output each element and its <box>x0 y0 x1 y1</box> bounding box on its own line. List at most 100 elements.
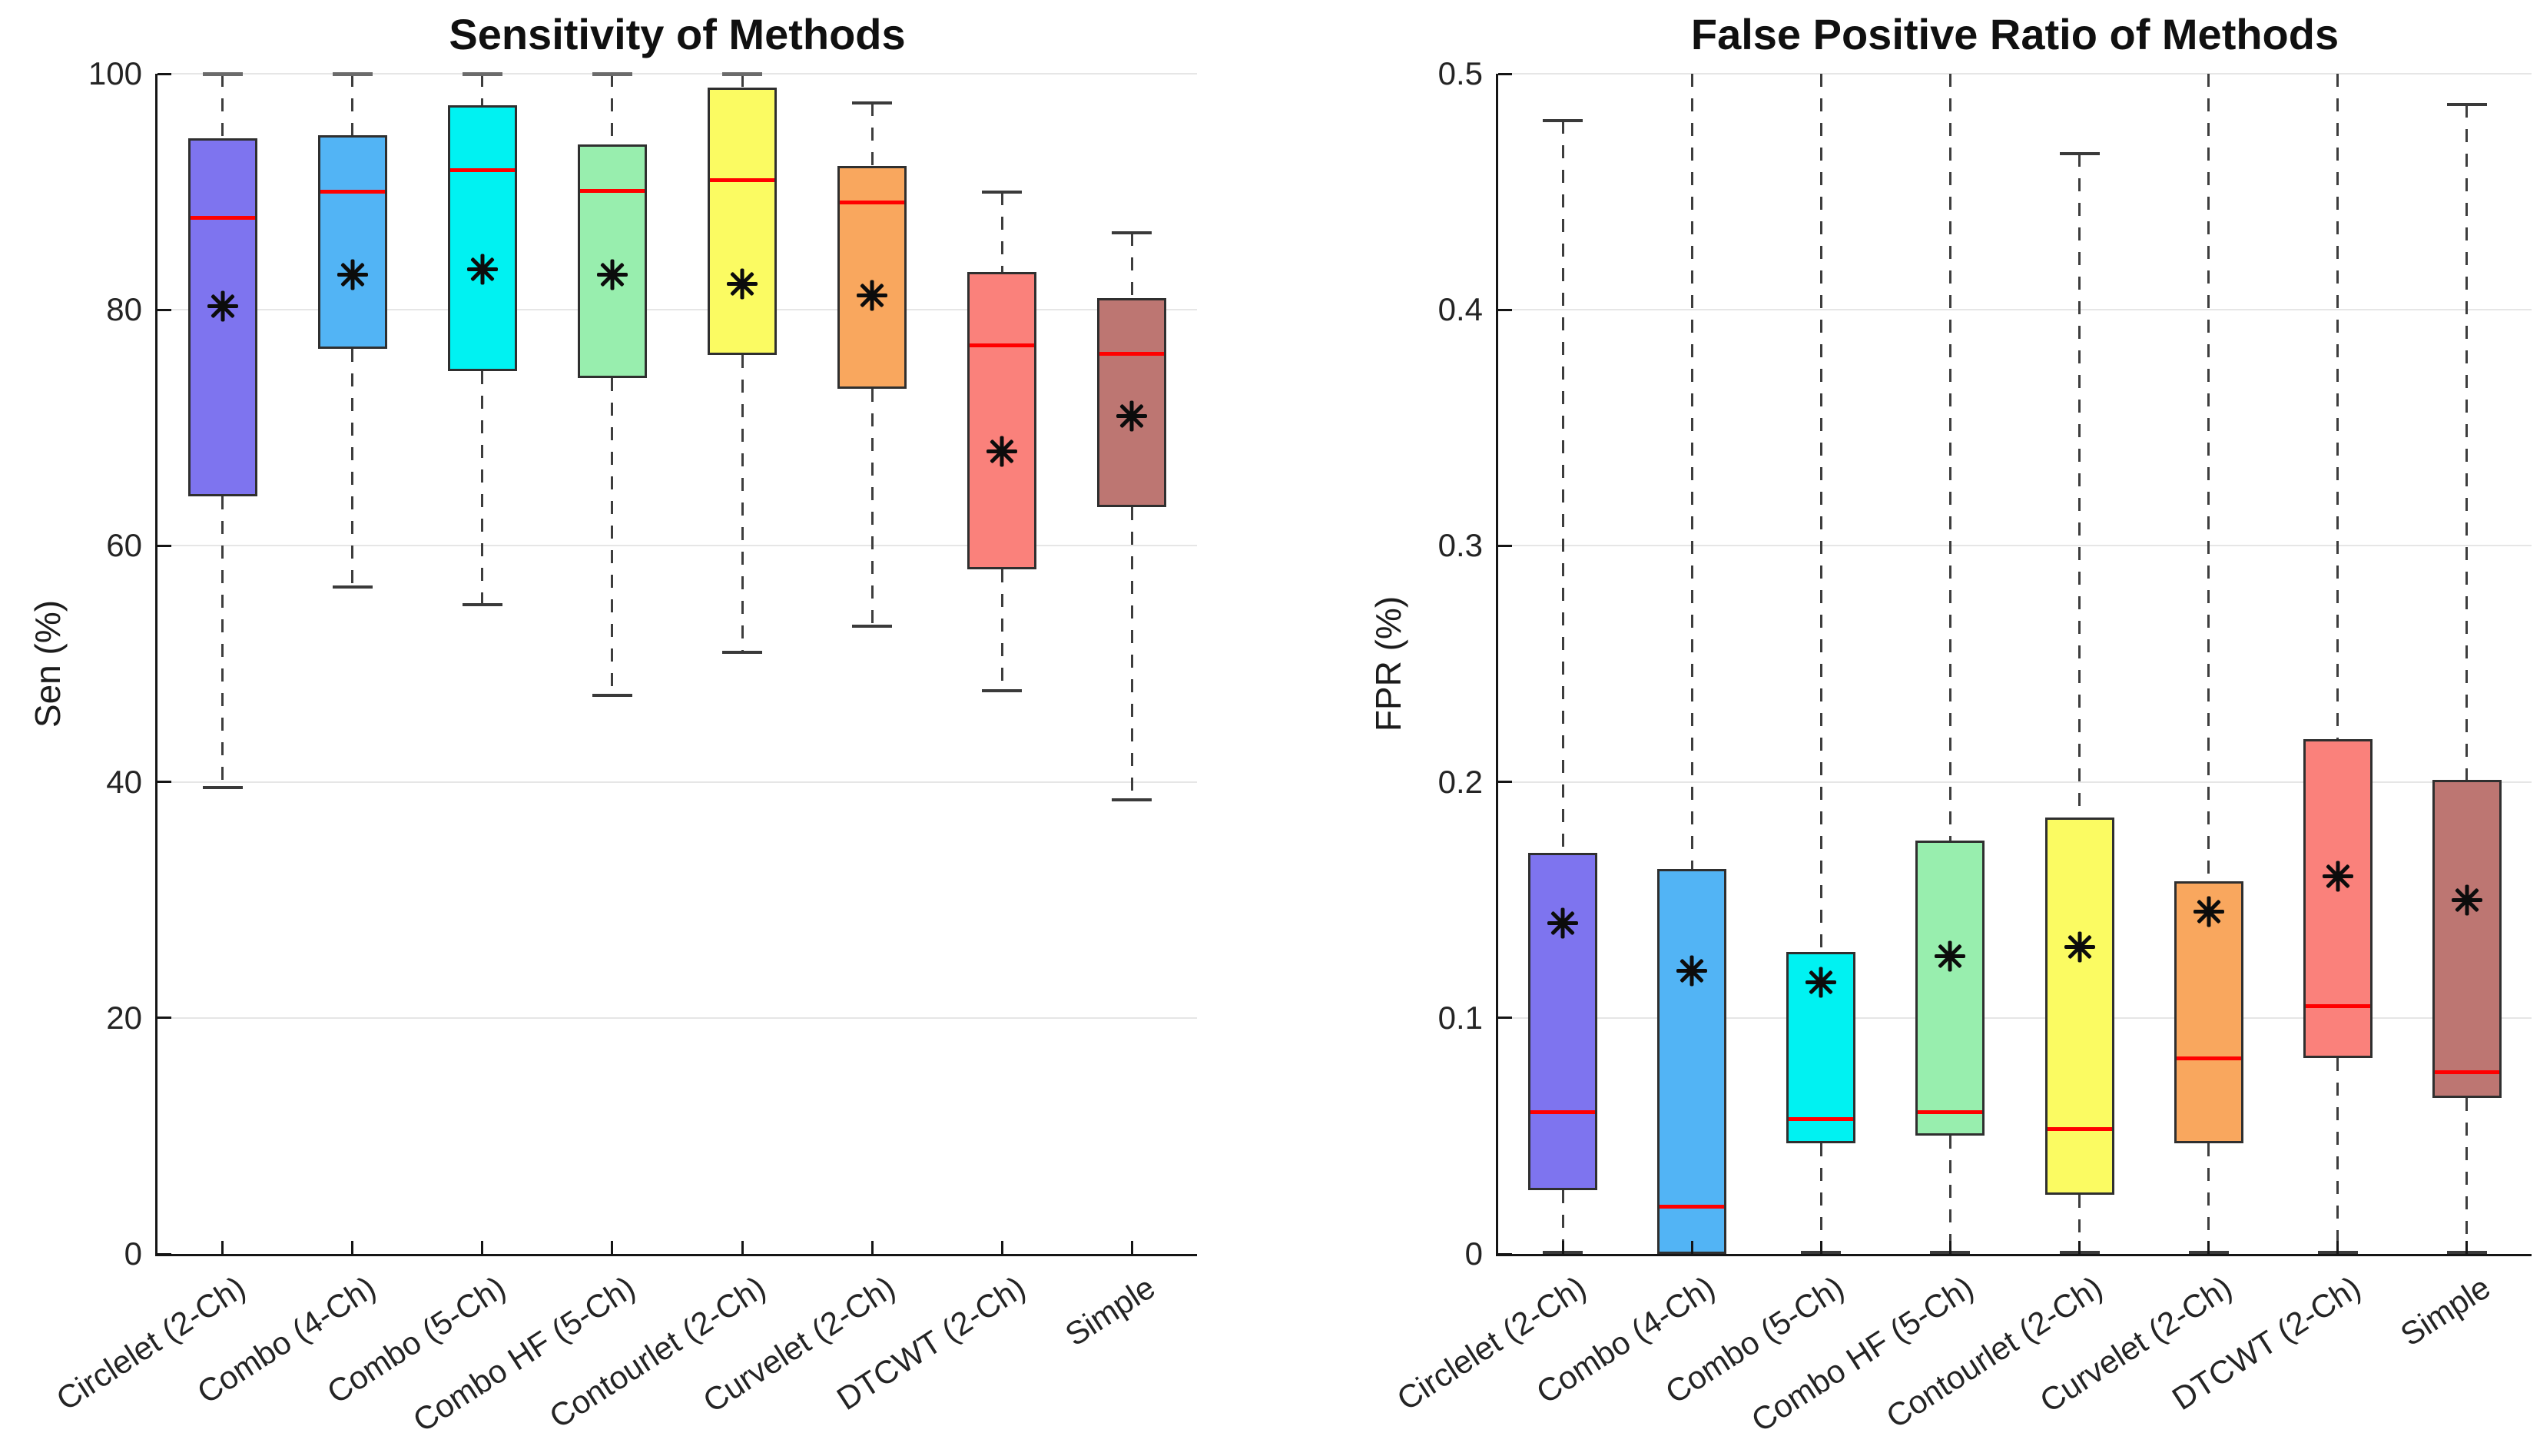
mean-marker-contourlet-2-ch <box>2063 930 2097 964</box>
median-line-combo-5-ch <box>1789 1117 1854 1122</box>
whisker-lower-simple <box>2465 1098 2469 1254</box>
fpr-x-tick-dtcwt-2-ch <box>2336 1241 2339 1254</box>
median-line-dtcwt-2-ch <box>970 343 1035 347</box>
median-line-combo-5-ch <box>449 168 515 173</box>
whisker-upper-simple <box>2465 104 2469 780</box>
whisker-upper-combo-4-ch <box>351 74 354 135</box>
median-line-dtcwt-2-ch <box>2305 1003 2370 1008</box>
fpr-y-tick-0 <box>1498 1252 1512 1255</box>
gridline-y-0.3 <box>1498 545 2532 547</box>
fpr-x-tick-circlelet-2-ch <box>1561 1241 1564 1254</box>
box-combo-4-ch <box>317 134 387 349</box>
mean-marker-circlelet-2-ch <box>1546 907 1580 940</box>
whisker-lower-dtcwt-2-ch <box>2336 1058 2339 1254</box>
fpr-x-tick-combo-4-ch <box>1690 1241 1693 1254</box>
whisker-lower-contourlet-2-ch <box>741 354 744 652</box>
fpr-x-tick-combo-5-ch <box>1819 1241 1822 1254</box>
sensitivity-chart-title: Sensitivity of Methods <box>449 10 906 58</box>
whisker-upper-contourlet-2-ch <box>741 74 744 88</box>
fpr-y-axis-label: FPR (%) <box>1368 595 1409 732</box>
whisker-cap-lower-circlelet-2-ch <box>202 786 243 790</box>
whisker-cap-upper-contourlet-2-ch <box>722 72 763 76</box>
box-combo-hf-5-ch <box>1915 841 1985 1136</box>
fpr-x-tick-curvelet-2-ch <box>2207 1241 2210 1254</box>
sen-x-tick-dtcwt-2-ch <box>1000 1241 1003 1254</box>
whisker-cap-lower-combo-4-ch <box>332 585 373 589</box>
median-line-contourlet-2-ch <box>710 177 775 182</box>
mean-marker-combo-5-ch <box>466 253 499 287</box>
sensitivity-chart: Sensitivity of Methods Sen (%) 0 20 40 60 80… <box>28 10 1197 1439</box>
sen-x-tick-combo-4-ch <box>351 1241 354 1254</box>
mean-marker-contourlet-2-ch <box>725 267 759 300</box>
whisker-cap-lower-simple <box>1112 798 1152 801</box>
fpr-chart-title: False Positive Ratio of Methods <box>1690 10 2339 58</box>
whisker-lower-combo-5-ch <box>1819 1143 1822 1254</box>
whisker-lower-circlelet-2-ch <box>221 496 224 788</box>
fpr-y-tick-label-0.1: 0.1 <box>1437 999 1483 1036</box>
mean-marker-simple <box>2450 883 2484 917</box>
whisker-cap-upper-dtcwt-2-ch <box>982 190 1023 194</box>
sen-x-axis-line <box>155 1254 1197 1256</box>
gridline-y-0.1 <box>1498 1017 2532 1019</box>
fpr-x-tick-label-contourlet-2-ch: Contourlet (2-Ch) <box>1879 1269 2109 1435</box>
whisker-lower-circlelet-2-ch <box>1561 1190 1564 1254</box>
mean-marker-combo-hf-5-ch <box>1933 940 1967 973</box>
whisker-cap-lower-contourlet-2-ch <box>722 650 763 654</box>
sen-y-tick-label-0: 0 <box>124 1235 142 1272</box>
fpr-y-axis-label-wrap: FPR (%) <box>1361 74 1415 1254</box>
sen-y-tick-label-20: 20 <box>106 999 142 1036</box>
box-circlelet-2-ch <box>1528 852 1598 1191</box>
mean-marker-combo-5-ch <box>1804 966 1838 1000</box>
mean-marker-combo-4-ch <box>1675 954 1709 987</box>
whisker-upper-contourlet-2-ch <box>2078 154 2081 818</box>
fpr-x-tick-label-combo-hf-5-ch: Combo HF (5-Ch) <box>1744 1269 1980 1439</box>
whisker-upper-dtcwt-2-ch <box>2336 74 2339 740</box>
whisker-cap-upper-circlelet-2-ch <box>202 72 243 76</box>
mean-marker-curvelet-2-ch <box>855 279 889 313</box>
box-dtcwt-2-ch <box>2303 739 2373 1059</box>
mean-marker-dtcwt-2-ch <box>2321 859 2355 893</box>
fpr-y-tick-0.2 <box>1498 781 1512 784</box>
median-line-simple <box>1099 351 1165 356</box>
whisker-upper-combo-5-ch <box>1819 74 1822 952</box>
sen-y-axis-line <box>155 74 158 1254</box>
whisker-lower-combo-5-ch <box>481 371 484 605</box>
whisker-cap-upper-combo-5-ch <box>462 72 502 76</box>
fpr-y-tick-0.4 <box>1498 308 1512 311</box>
whisker-upper-simple <box>1130 233 1133 298</box>
median-line-contourlet-2-ch <box>2047 1126 2112 1131</box>
whisker-cap-upper-combo-hf-5-ch <box>592 72 632 76</box>
sen-y-tick-20 <box>158 1017 171 1020</box>
whisker-lower-dtcwt-2-ch <box>1000 569 1003 692</box>
sen-x-tick-label-combo-hf-5-ch: Combo HF (5-Ch) <box>406 1269 642 1439</box>
whisker-lower-combo-4-ch <box>351 348 354 588</box>
whisker-cap-upper-circlelet-2-ch <box>1543 119 1583 123</box>
gridline-y-40 <box>158 781 1197 783</box>
whisker-lower-combo-hf-5-ch <box>1948 1136 1951 1254</box>
median-line-circlelet-2-ch <box>190 215 255 220</box>
median-line-curvelet-2-ch <box>840 200 905 204</box>
whisker-lower-combo-hf-5-ch <box>611 378 614 696</box>
gridline-y-0.4 <box>1498 309 2532 311</box>
sen-x-tick-combo-hf-5-ch <box>611 1241 614 1254</box>
box-contourlet-2-ch <box>2044 817 2114 1196</box>
mean-marker-combo-hf-5-ch <box>595 257 629 291</box>
whisker-lower-curvelet-2-ch <box>870 389 874 626</box>
sen-x-tick-contourlet-2-ch <box>741 1241 744 1254</box>
whisker-lower-simple <box>1130 506 1133 800</box>
sen-x-tick-combo-5-ch <box>481 1241 484 1254</box>
median-line-combo-hf-5-ch <box>1918 1110 1983 1115</box>
sen-x-tick-curvelet-2-ch <box>870 1241 874 1254</box>
sen-y-tick-label-40: 40 <box>106 763 142 800</box>
gridline-y-60 <box>158 545 1197 547</box>
fpr-x-tick-contourlet-2-ch <box>2078 1241 2081 1254</box>
whisker-upper-circlelet-2-ch <box>1561 121 1564 853</box>
gridline-y-20 <box>158 1017 1197 1019</box>
gridline-y-0.2 <box>1498 781 2532 783</box>
median-line-combo-4-ch <box>1660 1205 1725 1209</box>
sen-x-tick-label-simple: Simple <box>1059 1269 1162 1353</box>
fpr-x-axis-line <box>1496 1254 2532 1256</box>
gridline-y-100 <box>158 73 1197 75</box>
sen-x-tick-simple <box>1130 1241 1133 1254</box>
